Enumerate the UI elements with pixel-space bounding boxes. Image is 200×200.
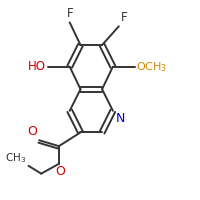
- Text: OCH$_3$: OCH$_3$: [136, 60, 168, 74]
- Text: O: O: [55, 165, 65, 178]
- Text: HO: HO: [28, 60, 46, 73]
- Text: CH$_3$: CH$_3$: [5, 151, 26, 165]
- Text: F: F: [121, 11, 127, 24]
- Text: N: N: [116, 112, 125, 125]
- Text: O: O: [27, 125, 37, 138]
- Text: F: F: [66, 7, 73, 20]
